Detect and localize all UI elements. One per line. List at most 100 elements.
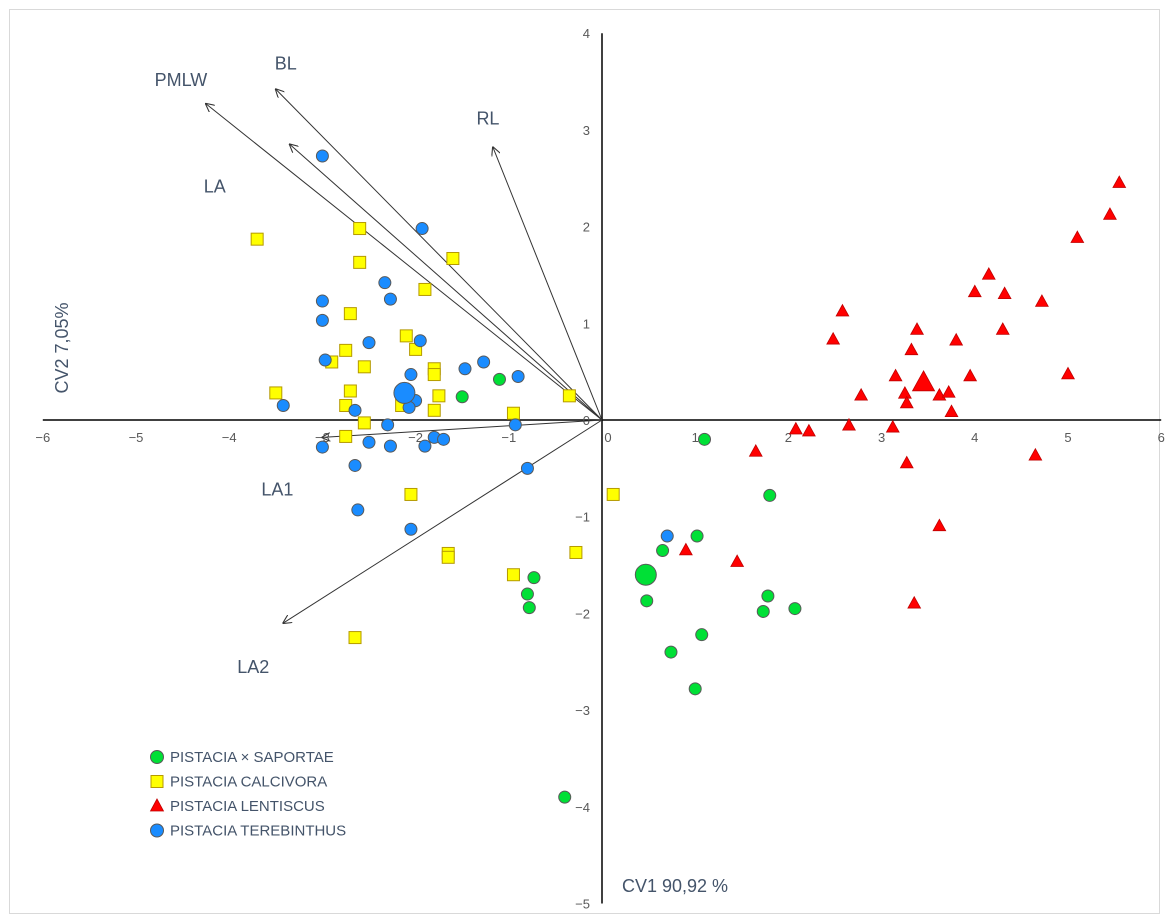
x-tick-label: −4 <box>222 430 237 445</box>
data-point <box>383 292 397 306</box>
data-point <box>949 332 964 346</box>
data-point <box>343 307 357 321</box>
data-point <box>944 404 959 417</box>
data-point <box>318 353 332 367</box>
series-pistacia-saportae <box>455 372 802 804</box>
x-tick-label: 2 <box>785 430 792 445</box>
vector-la2-arrow <box>283 419 603 623</box>
data-point <box>427 403 441 417</box>
data-point <box>660 529 674 543</box>
x-tick-label: −2 <box>408 430 423 445</box>
x-tick-label: 1 <box>692 430 699 445</box>
data-point <box>250 232 264 246</box>
data-point <box>522 601 536 615</box>
x-tick-label: −5 <box>129 430 144 445</box>
data-point <box>656 544 670 558</box>
legend-label: PISTACIA × SAPORTAE <box>170 749 334 766</box>
data-point <box>897 385 912 399</box>
data-point <box>348 403 362 417</box>
data-point <box>339 343 353 357</box>
data-point <box>904 342 919 356</box>
x-tick-label: 4 <box>971 430 978 445</box>
vector-pmlw-label: PMLW <box>155 70 208 90</box>
series-pistacia-lentiscus <box>678 175 1127 609</box>
data-point <box>506 406 520 420</box>
data-point <box>362 435 376 449</box>
data-point <box>885 419 900 433</box>
y-tick-label: 1 <box>583 316 590 331</box>
centroid-point <box>634 563 657 586</box>
data-point <box>763 488 777 502</box>
x-tick-label: 0 <box>604 430 611 445</box>
data-point <box>399 329 413 343</box>
legend-marker <box>150 823 164 838</box>
vector-rl-label: RL <box>476 108 499 128</box>
x-tick-label: 3 <box>878 430 885 445</box>
data-point <box>404 487 418 501</box>
data-point <box>511 369 525 383</box>
y-tick-label: −4 <box>575 800 590 815</box>
data-point <box>967 284 982 298</box>
vector-bl-label: BL <box>275 53 297 73</box>
data-point <box>343 384 357 398</box>
data-point <box>458 362 472 376</box>
data-point <box>269 386 283 400</box>
data-point <box>348 458 362 472</box>
data-point <box>698 432 712 446</box>
data-point <box>446 252 460 266</box>
data-point <box>383 439 397 453</box>
data-point <box>432 389 446 403</box>
data-point <box>315 313 329 327</box>
y-tick-label: −2 <box>575 606 590 621</box>
legend-label: PISTACIA TEREBINTHUS <box>170 823 346 840</box>
data-point <box>932 518 947 532</box>
data-point <box>664 645 678 659</box>
legend: PISTACIA × SAPORTAE PISTACIA CALCIVORA PIS… <box>149 749 346 840</box>
data-point <box>357 360 371 374</box>
y-tick-label: −1 <box>575 510 590 525</box>
data-point <box>378 276 392 290</box>
data-point <box>353 255 367 269</box>
vector-pmlw-arrow <box>206 104 603 421</box>
data-point <box>788 602 802 616</box>
data-point <box>381 418 395 432</box>
data-point <box>276 398 290 412</box>
data-point <box>854 387 869 401</box>
data-point <box>1070 230 1085 243</box>
vector-la1-label: LA1 <box>261 479 293 499</box>
y-tick-label: −3 <box>575 703 590 718</box>
data-point <box>427 368 441 382</box>
data-point <box>941 385 956 398</box>
y-tick-label: 3 <box>583 123 590 138</box>
series-pistacia-terebinthus <box>276 149 674 543</box>
data-point <box>477 355 491 369</box>
data-point <box>404 368 418 382</box>
data-point <box>492 372 506 386</box>
data-points <box>250 149 1127 804</box>
x-axis-title: CV1 90,92 % <box>622 876 728 896</box>
data-point <box>1034 294 1049 307</box>
data-point <box>569 545 583 559</box>
vector-bl-arrow <box>276 89 603 421</box>
data-point <box>695 628 709 642</box>
data-point <box>508 418 522 432</box>
vector-la2-label: LA2 <box>237 657 269 677</box>
data-point <box>353 222 367 236</box>
centroid-point <box>393 381 416 404</box>
chart-frame <box>9 9 1160 914</box>
data-point <box>357 416 371 430</box>
data-point <box>690 529 704 543</box>
data-point <box>506 568 520 582</box>
data-point <box>558 790 572 804</box>
x-tick-label: −6 <box>35 430 50 445</box>
x-tick-label: −1 <box>501 430 516 445</box>
data-point <box>963 368 978 382</box>
vector-rl-arrow <box>493 147 603 421</box>
data-point <box>606 487 620 501</box>
data-point <box>995 322 1010 335</box>
data-point <box>418 282 432 296</box>
data-point <box>315 149 329 163</box>
data-point <box>339 429 353 443</box>
data-point <box>801 423 816 437</box>
